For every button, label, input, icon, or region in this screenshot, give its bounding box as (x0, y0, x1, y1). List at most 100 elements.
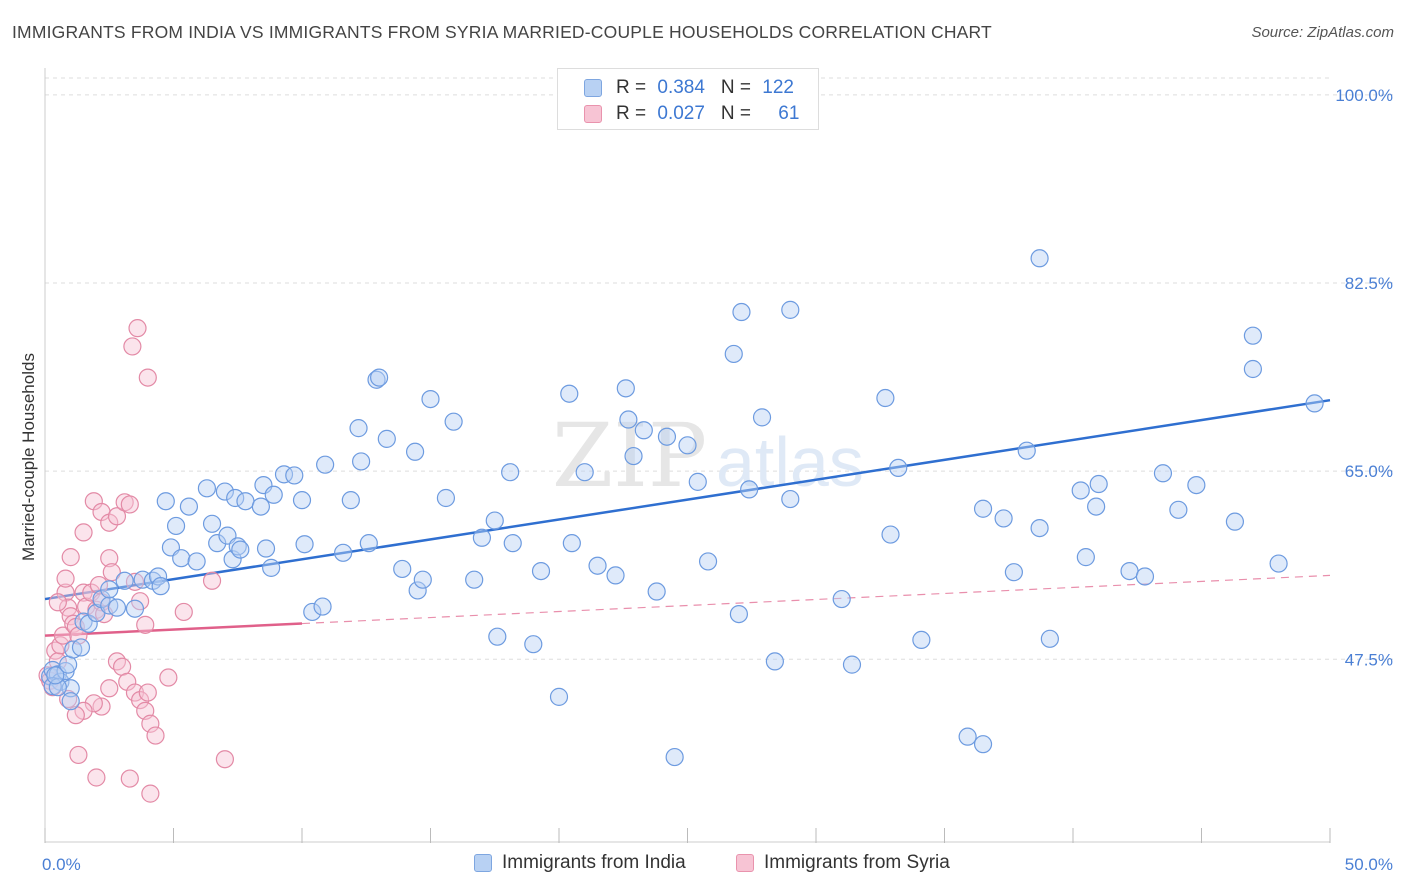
data-points (38, 249, 1324, 803)
india-point (647, 582, 666, 601)
india-point (125, 599, 145, 618)
y-tick-label: 65.0% (1345, 462, 1393, 481)
india-point (370, 368, 389, 387)
legend-item-syria[interactable]: Immigrants from Syria (736, 852, 950, 874)
india-point (166, 516, 186, 536)
india-point (732, 302, 751, 322)
syria-point (74, 523, 93, 542)
india-point (61, 692, 80, 711)
syria-point (138, 368, 157, 387)
syria-point (48, 593, 67, 612)
syria-point (146, 726, 165, 745)
india-point (657, 427, 677, 446)
india-point (472, 528, 491, 547)
india-point (405, 442, 425, 461)
watermark: ZIP atlas (552, 404, 864, 507)
india-point (264, 485, 283, 504)
tick-labels: 47.5% 65.0% 82.5% 100.0% 0.0% 50.0% (42, 86, 1393, 874)
syria-point (107, 507, 127, 526)
india-point (377, 429, 396, 448)
india-point (179, 497, 199, 516)
india-point (1243, 359, 1263, 379)
india-point (251, 497, 270, 516)
syria-point (100, 679, 119, 698)
india-point (59, 655, 78, 674)
legend-syria-label: Immigrants from Syria (764, 852, 950, 873)
india-r-label: R = (616, 77, 652, 98)
india-point (485, 511, 504, 530)
syria-point (53, 626, 73, 645)
india-r-value: 0.384 (657, 77, 705, 98)
syria-point (84, 694, 103, 713)
india-point (958, 727, 977, 746)
india-point (349, 419, 368, 438)
stats-row-india: R = 0.384 N = 122 (558, 75, 794, 101)
syria-point (100, 549, 119, 568)
india-point (316, 455, 335, 474)
syria-trend-line (44, 622, 303, 637)
india-point (1135, 567, 1155, 586)
india-point (115, 571, 134, 590)
syria-point (61, 548, 80, 567)
india-point (1076, 548, 1095, 567)
india-point (698, 552, 718, 571)
india-swatch (584, 79, 602, 97)
syria-n-value: 61 (778, 103, 800, 124)
india-point (881, 525, 900, 544)
legend-india-label: Immigrants from India (502, 852, 686, 873)
india-point (1225, 512, 1245, 531)
india-point (575, 463, 594, 482)
india-point (303, 602, 322, 622)
india-n-value: 122 (762, 77, 794, 98)
syria-point (174, 602, 193, 622)
india-point (256, 539, 276, 558)
india-point (292, 491, 312, 510)
india-point (488, 627, 507, 646)
india-point (393, 559, 412, 579)
india-point (187, 552, 206, 571)
india-point (889, 458, 908, 477)
syria-point (107, 652, 127, 671)
india-point (465, 570, 484, 589)
india-point (61, 679, 80, 698)
syria-point (141, 714, 160, 733)
india-point (994, 509, 1013, 528)
syria-n-label: N = (720, 103, 757, 124)
india-point (665, 747, 684, 767)
india-point (842, 655, 862, 674)
syria-point (136, 615, 155, 634)
india-point (71, 638, 91, 657)
india-point (262, 558, 281, 577)
india-point (1269, 554, 1288, 573)
india-point (1089, 474, 1108, 494)
india-point (765, 652, 784, 671)
india-point (156, 492, 175, 511)
y-tick-label: 47.5% (1345, 650, 1393, 669)
india-point (285, 466, 304, 485)
syria-point (120, 495, 139, 514)
legend-item-india[interactable]: Immigrants from India (474, 852, 686, 874)
syria-point (120, 769, 139, 788)
trend-lines (44, 398, 1331, 637)
india-point (1030, 518, 1049, 538)
india-point (352, 452, 371, 471)
india-point (46, 666, 65, 685)
india-point (1169, 500, 1188, 519)
india-point (107, 598, 127, 617)
india-point (624, 446, 643, 466)
legend-syria-swatch (736, 854, 754, 872)
india-point (408, 581, 427, 600)
india-point (413, 570, 432, 589)
syria-point (215, 750, 234, 769)
india-point (1153, 464, 1173, 483)
syria-r-label: R = (616, 103, 652, 124)
india-point (560, 384, 579, 403)
india-point (503, 534, 522, 553)
x-tick-label: 50.0% (1345, 855, 1393, 874)
india-point (100, 580, 119, 599)
stats-legend: R = 0.384 N = 122 R = 0.027 N = 61 (557, 68, 819, 130)
syria-point (141, 784, 160, 803)
syria-swatch (584, 105, 602, 123)
india-point (531, 561, 551, 581)
